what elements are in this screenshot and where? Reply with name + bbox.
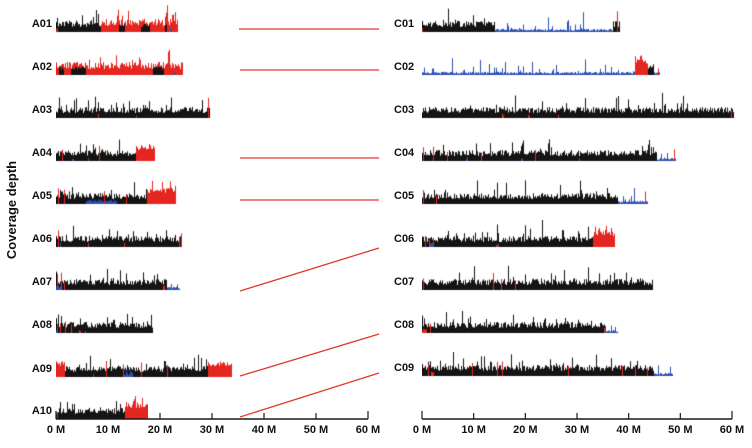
x-axis-tick-label-A-2: 20 M [147,424,173,436]
x-axis-tick-label-C-0: 0 M [412,424,432,436]
track-label-A04: A04 [31,147,52,159]
x-axis-tick-label-A-6: 60 M [355,424,381,436]
coverage-track-A01 [56,0,179,33]
x-axis-tick-label-A-0: 0 M [46,424,66,436]
coverage-track-C02 [422,43,661,76]
coverage-track-A09 [56,345,233,378]
track-label-C05: C05 [394,190,415,202]
sync-link-A10-C09 [239,372,380,418]
coverage-track-C06 [422,215,616,248]
track-label-A10: A10 [31,405,52,417]
coverage-track-C03 [422,86,735,119]
track-label-A09: A09 [31,363,52,375]
x-axis-tick-label-C-2: 20 M [513,424,538,436]
coverage-track-C09 [422,344,674,377]
track-label-C04: C04 [394,147,415,159]
x-axis-tick-label-C-3: 30 M [564,424,590,436]
sync-link-A09-C08 [239,333,380,377]
x-axis-tick-label-A-5: 50 M [303,424,329,436]
track-label-A03: A03 [31,104,52,116]
coverage-track-A06 [56,215,183,248]
x-axis-tick-label-C-4: 40 M [616,424,641,436]
coverage-track-C08 [422,301,619,334]
coverage-track-C04 [422,129,677,162]
track-label-C03: C03 [394,104,415,116]
x-axis-tick-label-C-5: 50 M [668,424,693,436]
track-label-A06: A06 [31,233,52,245]
coverage-track-A07 [56,258,181,291]
track-label-A01: A01 [31,18,52,30]
track-label-A08: A08 [31,319,52,331]
x-axis-tick-label-C-6: 60 M [719,424,745,436]
track-label-A02: A02 [31,61,52,73]
track-label-C02: C02 [394,61,415,73]
x-axis-tick-label-A-4: 40 M [251,424,277,436]
x-axis-tick-label-A-1: 10 M [95,424,121,436]
track-label-A05: A05 [31,190,52,202]
track-label-C08: C08 [394,319,415,331]
coverage-track-A04 [56,129,156,162]
track-label-C07: C07 [394,276,415,288]
coverage-track-A10 [56,387,148,420]
track-label-C09: C09 [394,362,415,374]
coverage-track-A02 [56,43,184,76]
track-label-C01: C01 [394,18,415,30]
x-axis-tick-label-A-3: 30 M [199,424,225,436]
sync-link-A07-C06 [239,247,380,292]
track-label-A07: A07 [31,276,52,288]
coverage-track-A05 [56,172,177,205]
coverage-track-A03 [56,86,211,119]
coverage-track-C05 [422,172,649,205]
x-axis-tick-label-C-1: 10 M [461,424,486,436]
coverage-track-C07 [422,258,654,291]
coverage-track-A08 [56,301,154,334]
coverage-track-C01 [422,0,621,33]
track-label-C06: C06 [394,233,415,245]
